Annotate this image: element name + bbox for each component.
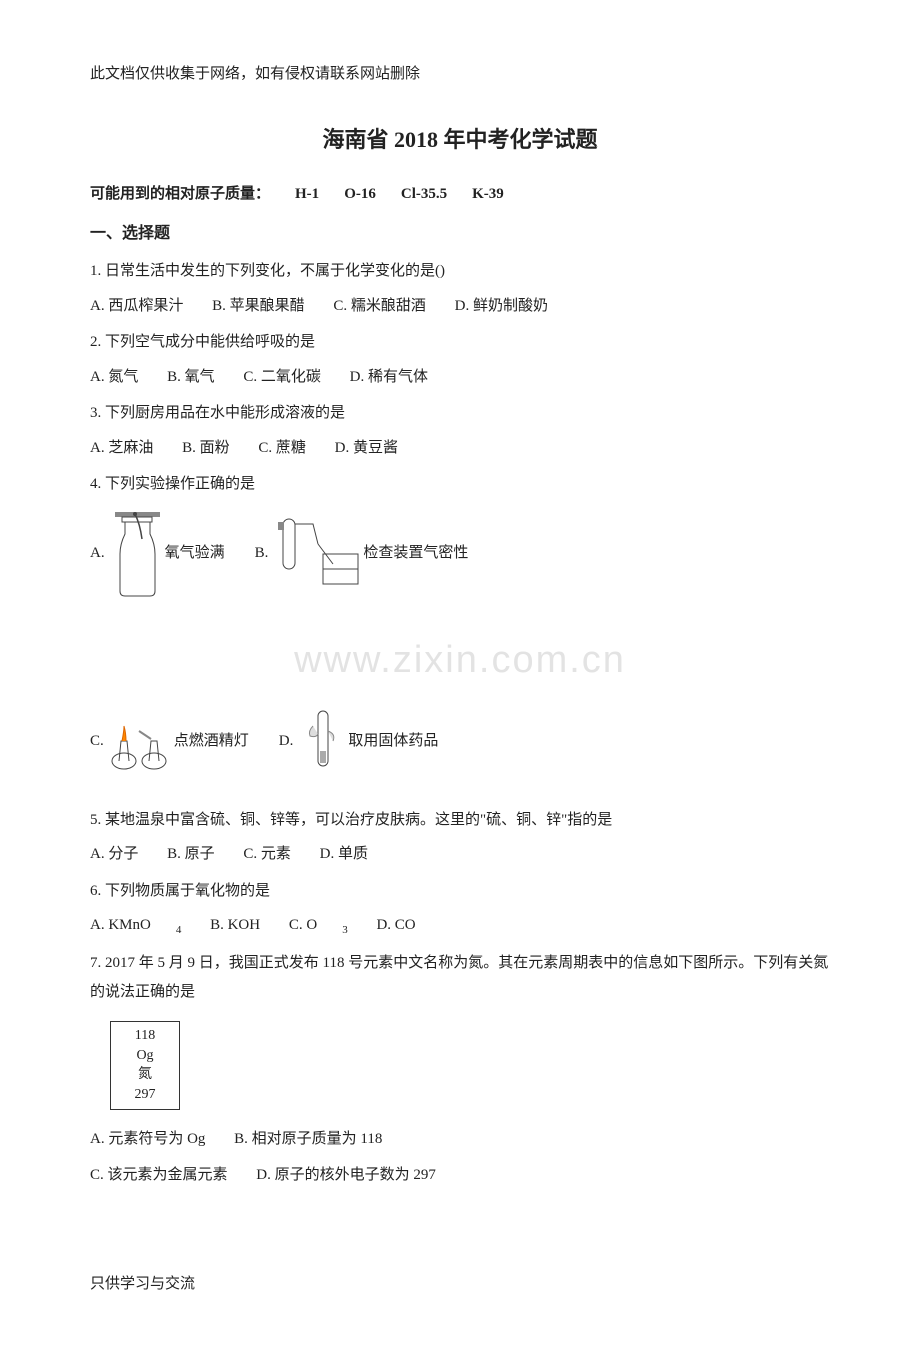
atomic-mass-label: 可能用到的相对原子质量： <box>90 186 270 202</box>
test-tube-hand-icon <box>298 706 348 776</box>
q6-option-a: A. KMnO4 <box>90 917 181 933</box>
q1-option-b: B. 苹果酿果醋 <box>212 298 305 314</box>
element-symbol: Og <box>119 1046 171 1066</box>
element-number: 118 <box>119 1026 171 1046</box>
q5-option-a: A. 分子 <box>90 846 138 862</box>
question-1: 1. 日常生活中发生的下列变化，不属于化学变化的是() <box>90 257 830 286</box>
question-3: 3. 下列厨房用品在水中能形成溶液的是 <box>90 399 830 428</box>
tube-beaker-icon <box>273 514 363 594</box>
periodic-element-box: 118 Og 氮 297 <box>110 1021 180 1109</box>
footer-note: 只供学习与交流 <box>90 1270 830 1299</box>
q1-option-d: D. 鲜奶制酸奶 <box>455 298 548 314</box>
question-2-options: A. 氮气 B. 氧气 C. 二氧化碳 D. 稀有气体 <box>90 363 830 392</box>
q7-option-d: D. 原子的核外电子数为 297 <box>256 1167 436 1183</box>
question-1-options: A. 西瓜榨果汁 B. 苹果酿果醋 C. 糯米酿甜酒 D. 鲜奶制酸奶 <box>90 292 830 321</box>
atomic-mass-h: H-1 <box>295 186 319 202</box>
q6-option-c: C. O3 <box>289 917 348 933</box>
q4-c-label: C. <box>90 727 104 756</box>
element-mass: 297 <box>119 1085 171 1105</box>
q1-option-c: C. 糯米酿甜酒 <box>333 298 426 314</box>
q4-b-text: 检查装置气密性 <box>363 539 468 568</box>
question-4-image-row-2: C. 点燃酒精灯 D. 取用固体药品 <box>90 706 830 796</box>
q6-option-b: B. KOH <box>210 917 260 933</box>
q4-option-a: A. 氧气验满 <box>90 509 225 599</box>
q4-c-text: 点燃酒精灯 <box>174 727 249 756</box>
atomic-mass-info: 可能用到的相对原子质量： H-1 O-16 Cl-35.5 K-39 <box>90 180 830 209</box>
atomic-mass-o: O-16 <box>344 186 376 202</box>
q4-a-label: A. <box>90 539 105 568</box>
question-6: 6. 下列物质属于氧化物的是 <box>90 877 830 906</box>
atomic-mass-k: K-39 <box>472 186 504 202</box>
q4-b-label: B. <box>255 539 269 568</box>
watermark: www.zixin.com.cn <box>90 624 830 696</box>
question-5-options: A. 分子 B. 原子 C. 元素 D. 单质 <box>90 840 830 869</box>
q7-option-a: A. 元素符号为 Og <box>90 1131 205 1147</box>
q6-option-d: D. CO <box>376 917 415 933</box>
q4-d-text: 取用固体药品 <box>348 727 438 756</box>
q2-option-b: B. 氧气 <box>167 369 215 385</box>
q4-option-b: B. 检查装置气密性 <box>255 514 469 594</box>
q3-option-b: B. 面粉 <box>182 440 230 456</box>
q2-option-d: D. 稀有气体 <box>350 369 428 385</box>
q5-option-d: D. 单质 <box>320 846 368 862</box>
atomic-mass-cl: Cl-35.5 <box>401 186 447 202</box>
q5-option-b: B. 原子 <box>167 846 215 862</box>
q3-option-d: D. 黄豆酱 <box>335 440 398 456</box>
question-6-options: A. KMnO4 B. KOH C. O3 D. CO <box>90 911 830 941</box>
q3-option-a: A. 芝麻油 <box>90 440 153 456</box>
q5-option-c: C. 元素 <box>243 846 291 862</box>
q7-option-c: C. 该元素为金属元素 <box>90 1167 228 1183</box>
question-4-image-row-1: A. 氧气验满 B. 检查装置气密性 <box>90 509 830 619</box>
bottle-icon <box>110 509 165 599</box>
header-note: 此文档仅供收集于网络，如有侵权请联系网站删除 <box>90 60 830 89</box>
q3-option-c: C. 蔗糖 <box>258 440 306 456</box>
question-4: 4. 下列实验操作正确的是 <box>90 470 830 499</box>
q1-option-a: A. 西瓜榨果汁 <box>90 298 183 314</box>
alcohol-lamp-icon <box>109 711 174 771</box>
q2-option-a: A. 氮气 <box>90 369 138 385</box>
element-chinese: 氮 <box>119 1065 171 1085</box>
question-5: 5. 某地温泉中富含硫、铜、锌等，可以治疗皮肤病。这里的"硫、铜、锌"指的是 <box>90 806 830 835</box>
page-title: 海南省 2018 年中考化学试题 <box>90 119 830 161</box>
q4-d-label: D. <box>279 727 294 756</box>
question-7: 7. 2017 年 5 月 9 日，我国正式发布 118 号元素中文名称为氮。其… <box>90 949 830 1006</box>
question-7-options-row1: A. 元素符号为 Og B. 相对原子质量为 118 <box>90 1125 830 1154</box>
q7-option-b: B. 相对原子质量为 118 <box>234 1131 382 1147</box>
q4-option-c: C. 点燃酒精灯 <box>90 711 249 771</box>
question-2: 2. 下列空气成分中能供给呼吸的是 <box>90 328 830 357</box>
question-7-options-row2: C. 该元素为金属元素 D. 原子的核外电子数为 297 <box>90 1161 830 1190</box>
q2-option-c: C. 二氧化碳 <box>243 369 321 385</box>
q4-option-d: D. 取用固体药品 <box>279 706 439 776</box>
section-title: 一、选择题 <box>90 219 830 249</box>
q4-a-text: 氧气验满 <box>165 539 225 568</box>
question-3-options: A. 芝麻油 B. 面粉 C. 蔗糖 D. 黄豆酱 <box>90 434 830 463</box>
